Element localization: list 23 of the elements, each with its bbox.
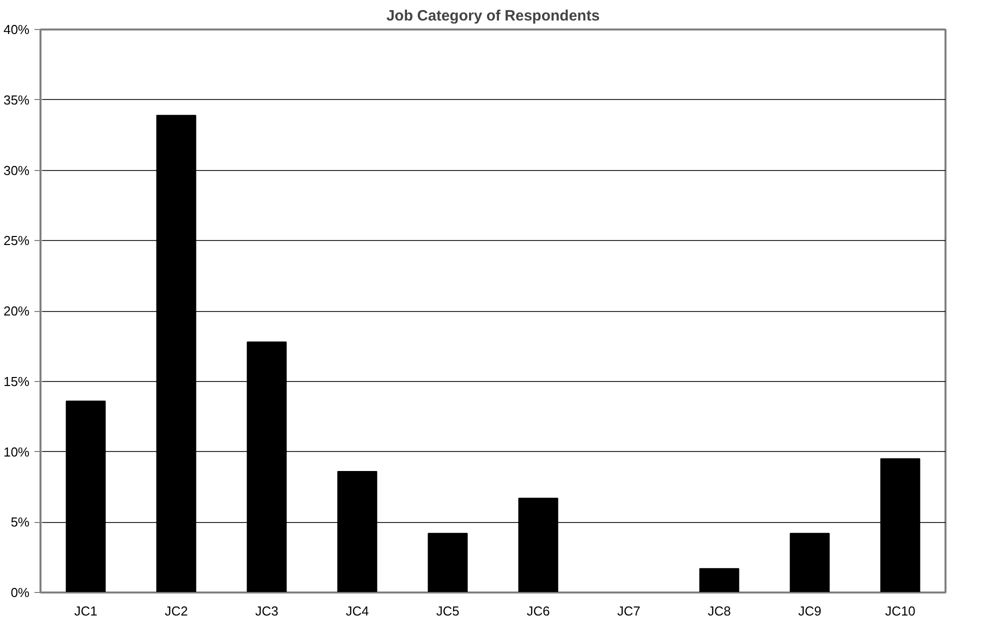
x-tick-label: JC4	[346, 604, 369, 618]
y-tick-label: 35%	[3, 92, 30, 108]
y-tick-label: 25%	[3, 233, 30, 248]
bar	[428, 532, 468, 592]
y-tick-label: 15%	[3, 374, 30, 389]
x-tick-label: JC6	[526, 604, 550, 618]
x-tick-label: JC2	[164, 604, 188, 618]
x-tick-label: JC3	[255, 604, 278, 618]
y-tick-label: 40%	[3, 22, 30, 37]
chart-title: Job Category of Respondents	[386, 8, 600, 24]
y-tick-label: 5%	[10, 514, 30, 530]
x-tick-label: JC8	[708, 604, 731, 618]
y-tick-label: 10%	[3, 444, 30, 460]
bar	[790, 532, 830, 592]
x-tick-label: JC7	[617, 604, 640, 618]
x-tick-label: JC9	[798, 604, 822, 618]
x-tick-label: JC10	[885, 604, 916, 618]
y-tick-label: 20%	[3, 304, 30, 318]
y-tick-label: 0%	[10, 585, 30, 600]
y-tick-label: 30%	[3, 162, 30, 178]
bar	[699, 568, 740, 592]
x-tick-label: JC5	[436, 604, 460, 618]
x-tick-label: JC1	[74, 604, 98, 618]
